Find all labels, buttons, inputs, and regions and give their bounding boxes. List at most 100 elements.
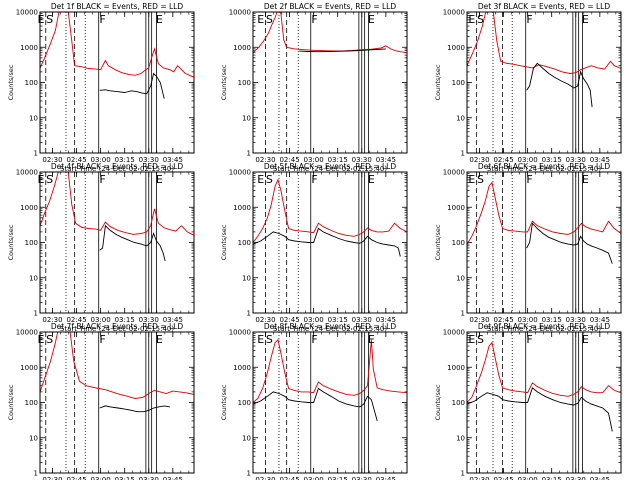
- panel-title: Det 7f BLACK = Events, RED = LLD: [51, 322, 184, 331]
- y-tick-label: 1000: [447, 364, 465, 372]
- x-tick-label: 03:00: [91, 476, 111, 480]
- x-tick-label: 02:30: [255, 156, 275, 164]
- panel-title: Det 1f BLACK = Events, RED = LLD: [51, 2, 184, 11]
- y-axis-label: Counts/sec: [434, 64, 442, 100]
- plot-frame: [39, 171, 195, 314]
- events-series-line: [526, 62, 593, 108]
- plot-frame: [252, 171, 408, 314]
- plot-frame: [466, 331, 622, 474]
- detector-panel-1: Det 1f BLACK = Events, RED = LLD 1 10 100 10…: [7, 2, 195, 173]
- x-tick-label: 02:30: [42, 316, 62, 324]
- x-tick-label: 03:00: [91, 316, 111, 324]
- plot-area: [253, 172, 407, 313]
- x-tick-label: 03:15: [328, 476, 348, 480]
- y-tick-label: 100: [25, 239, 38, 247]
- x-tick-label: 03:00: [304, 476, 324, 480]
- y-axis-label: Counts/sec: [434, 384, 442, 420]
- x-tick-label: 02:45: [493, 476, 513, 480]
- region-label: S: [46, 333, 53, 346]
- x-axis-label: Start Time (24-Dec-02 02:15:40): [487, 325, 601, 333]
- x-tick-label: 03:45: [163, 476, 183, 480]
- x-tick-label: 02:45: [279, 156, 299, 164]
- y-tick-label: 10: [242, 114, 251, 122]
- y-tick-label: 1000: [233, 44, 251, 52]
- y-tick-label: 10000: [443, 9, 465, 17]
- y-tick-label: 10000: [229, 329, 251, 337]
- x-tick-label: 03:30: [566, 316, 586, 324]
- events-series-line: [253, 227, 401, 257]
- y-tick-label: 10000: [16, 329, 38, 337]
- detector-panel-5: Det 5f BLACK = Events, RED = LLD 1 10 100 10…: [220, 162, 408, 333]
- detector-panel-3: Det 3f BLACK = Events, RED = LLD 1 10 100 10…: [434, 2, 622, 173]
- lld-series-line: [467, 12, 621, 74]
- panel-title: Det 6f BLACK = Events, RED = LLD: [478, 162, 611, 171]
- region-label: E: [257, 333, 264, 346]
- x-tick-label: 02:30: [255, 316, 275, 324]
- detector-panel-7: Det 7f BLACK = Events, RED = LLD 1 10 100 10…: [7, 322, 195, 480]
- y-axis-label: Counts/sec: [220, 384, 228, 420]
- x-tick-label: 03:15: [542, 476, 562, 480]
- x-tick-label: 02:30: [469, 316, 489, 324]
- x-axis-label: Start Time (24-Dec-02 02:15:40): [487, 165, 601, 173]
- y-axis-label: Counts/sec: [220, 64, 228, 100]
- events-series-line: [99, 224, 166, 262]
- y-tick-label: 10000: [229, 9, 251, 17]
- panel-title: Det 4f BLACK = Events, RED = LLD: [51, 162, 184, 171]
- lld-series-line: [40, 332, 194, 399]
- x-tick-label: 02:45: [279, 316, 299, 324]
- region-label: S: [266, 333, 273, 346]
- region-label: E: [368, 173, 375, 186]
- y-tick-label: 100: [452, 239, 465, 247]
- region-label: E: [37, 173, 44, 186]
- y-tick-label: 10: [242, 434, 251, 442]
- region-label: F: [526, 333, 532, 346]
- x-tick-label: 03:15: [542, 156, 562, 164]
- lld-series-line: [467, 181, 621, 245]
- x-tick-label: 03:45: [376, 156, 396, 164]
- region-label: F: [526, 173, 532, 186]
- region-label: E: [368, 13, 375, 26]
- region-label: F: [526, 13, 532, 26]
- y-tick-label: 1: [461, 470, 465, 478]
- x-axis-label: Start Time (24-Dec-02 02:15:40): [273, 325, 387, 333]
- x-tick-label: 03:30: [352, 156, 372, 164]
- x-tick-label: 02:45: [493, 316, 513, 324]
- y-tick-label: 100: [452, 399, 465, 407]
- detector-panel-2: Det 2f BLACK = Events, RED = LLD 1 10 100 10…: [220, 2, 408, 173]
- region-label: F: [311, 13, 317, 26]
- plot-area: [467, 332, 621, 473]
- region-label: F: [99, 173, 105, 186]
- y-tick-label: 1000: [20, 44, 38, 52]
- events-series-line: [253, 387, 378, 422]
- y-tick-label: 100: [238, 399, 251, 407]
- x-tick-label: 03:45: [590, 476, 610, 480]
- x-tick-label: 03:00: [518, 476, 538, 480]
- y-tick-label: 1000: [447, 44, 465, 52]
- y-tick-label: 1: [461, 150, 465, 158]
- events-series-line: [467, 387, 613, 432]
- region-label: E: [582, 333, 589, 346]
- plot-frame: [39, 11, 195, 154]
- detector-panel-8: Det 8f BLACK = Events, RED = LLD 1 10 100 10…: [220, 322, 408, 480]
- x-tick-label: 03:15: [542, 316, 562, 324]
- plot-area: [40, 332, 194, 473]
- lld-series-line: [253, 12, 407, 54]
- region-label: E: [257, 173, 264, 186]
- events-series-line: [99, 72, 165, 99]
- x-axis-label: Start Time (24-Dec-02 02:15:40): [60, 325, 174, 333]
- events-series-line: [299, 48, 386, 53]
- y-tick-label: 10: [456, 114, 465, 122]
- region-label: S: [477, 13, 484, 26]
- plot-area: [467, 12, 621, 153]
- plot-area: [40, 12, 194, 153]
- x-tick-label: 03:45: [163, 156, 183, 164]
- x-tick-label: 03:15: [115, 316, 135, 324]
- x-tick-label: 03:00: [518, 156, 538, 164]
- x-tick-label: 03:45: [376, 476, 396, 480]
- y-tick-label: 1: [34, 470, 38, 478]
- region-label: E: [37, 333, 44, 346]
- y-tick-label: 1000: [20, 364, 38, 372]
- plot-frame: [39, 331, 195, 474]
- y-tick-label: 100: [25, 79, 38, 87]
